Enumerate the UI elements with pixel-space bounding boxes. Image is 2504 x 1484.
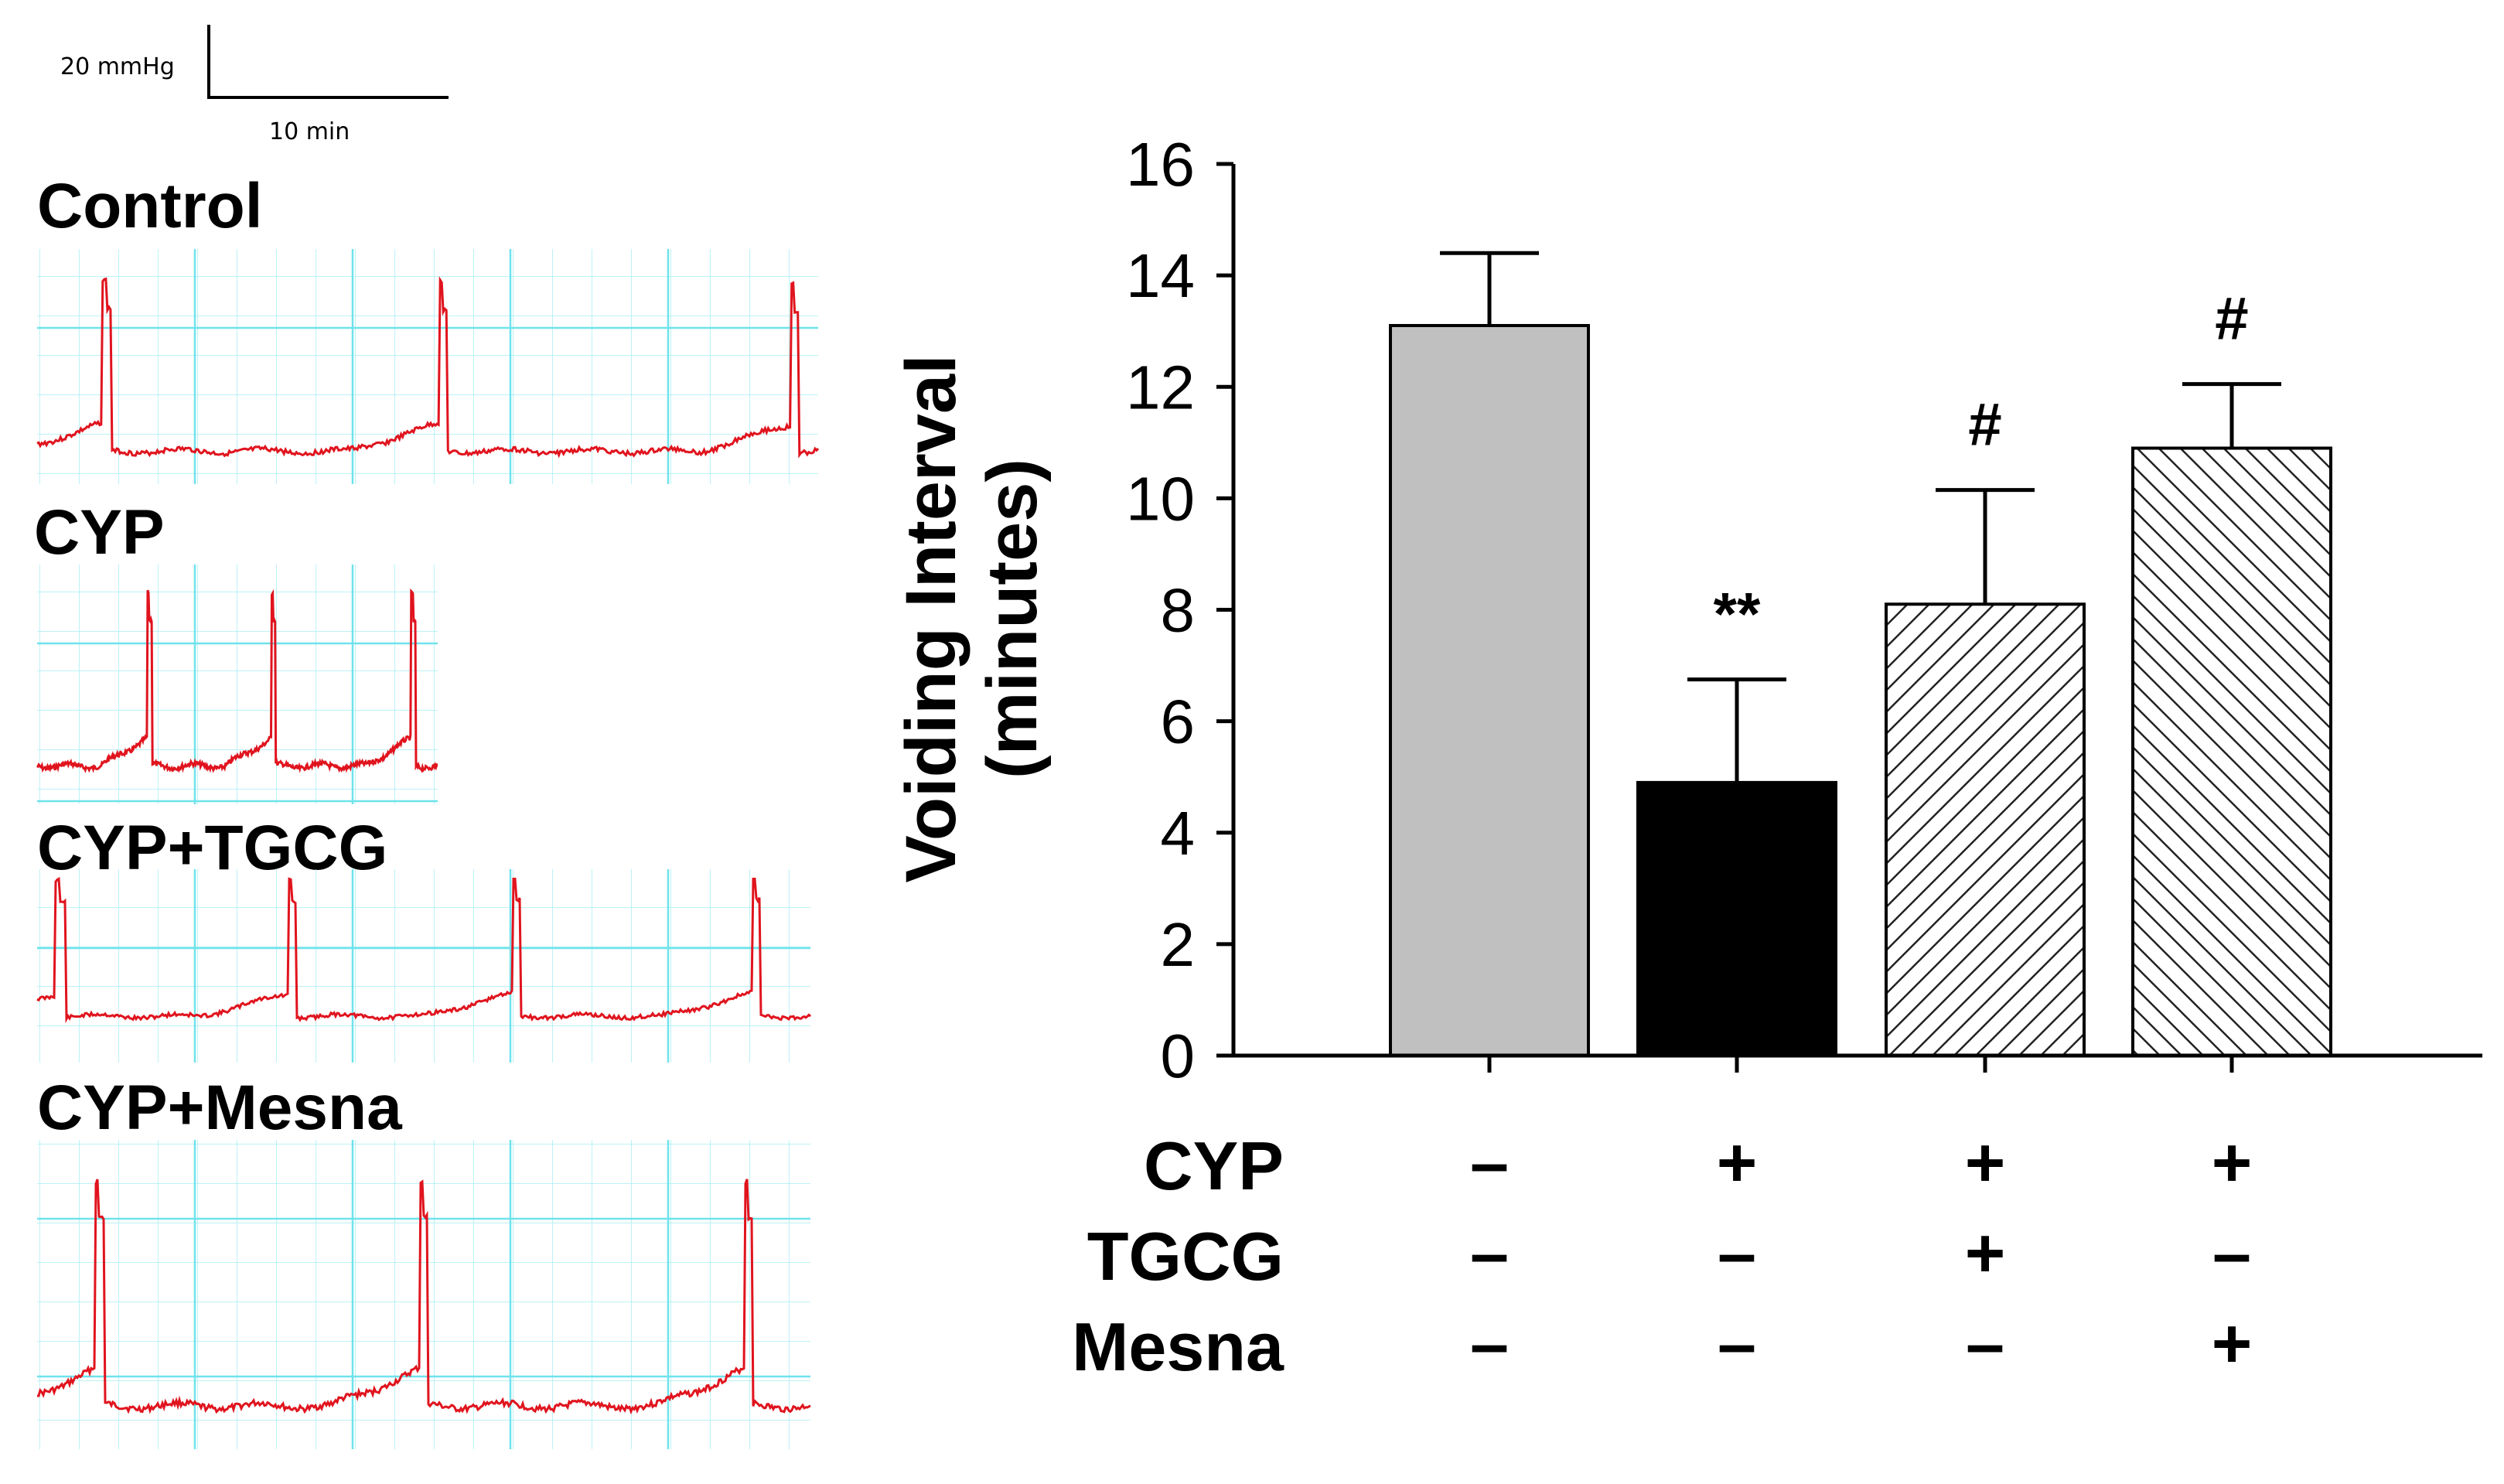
treatment-sign: +: [1965, 1124, 2006, 1202]
y-tick-label: 4: [1161, 799, 1196, 868]
bar-control: [1389, 323, 1590, 1057]
treatment-sign: –: [1470, 1124, 1509, 1202]
trace-label-cyp: CYP: [34, 497, 165, 568]
trace-label-cyp-mesna: CYP+Mesna: [37, 1073, 403, 1143]
trace-grid: [37, 1140, 810, 1449]
trace-panel-cyp-mesna: CYP+Mesna: [36, 1073, 811, 1449]
treatment-sign: –: [1718, 1305, 1756, 1383]
y-tick-label: 0: [1161, 1022, 1196, 1090]
trace-panel-control: Control: [36, 171, 820, 484]
scale-bar: 20 mmHg 10 min: [60, 25, 449, 145]
y-tick-label: 14: [1126, 241, 1195, 310]
treatment-sign: +: [1717, 1124, 1758, 1202]
y-tick-label: 6: [1161, 687, 1196, 756]
y-tick-label: 16: [1126, 130, 1195, 199]
y-axis-label-line2: (minutes): [973, 459, 1052, 779]
trace-grid: [37, 869, 810, 1063]
y-tick-label: 2: [1161, 910, 1196, 979]
trace-cyp: [36, 588, 438, 773]
treatment-sign: –: [1966, 1305, 2004, 1383]
trace-cyp-mesna: [36, 1179, 811, 1415]
treatment-sign: +: [2212, 1305, 2253, 1383]
trace-grid: [37, 249, 818, 484]
bar-cyp-tgcg: [1885, 602, 2086, 1057]
significance-marker: #: [2215, 285, 2248, 353]
scale-bar-vertical-label: 20 mmHg: [60, 53, 175, 80]
treatment-sign: +: [1965, 1215, 2006, 1292]
treatment-label-cyp: CYP: [1144, 1127, 1284, 1204]
treatment-label-tgcg: TGCG: [1087, 1218, 1284, 1295]
trace-cyp-tgcg: [36, 877, 812, 1024]
scale-bar-horizontal-label: 10 min: [269, 118, 350, 145]
y-axis-label: Voiding Interval (minutes): [892, 354, 1052, 882]
treatment-sign: –: [1470, 1305, 1509, 1383]
y-axis-label-line1: Voiding Interval: [892, 354, 971, 882]
treatment-label-mesna: Mesna: [1072, 1308, 1284, 1385]
treatment-sign: –: [1470, 1215, 1509, 1292]
bar-chart: Voiding Interval (minutes) 0 2 4 6 8 10 12 14 16…: [892, 130, 2482, 1385]
bar-cyp-mesna: [2131, 446, 2332, 1057]
y-axis: 0 2 4 6 8 10 12 14 16: [1126, 130, 1233, 1090]
significance-marker: #: [1968, 391, 2001, 459]
significance-marker: **: [1714, 580, 1761, 648]
trace-panel-cyp-tgcg: CYP+TGCG: [36, 813, 812, 1063]
treatment-sign: +: [2212, 1124, 2253, 1202]
trace-major-grid: [37, 869, 810, 1063]
y-tick-label: 12: [1126, 353, 1195, 421]
treatment-sign: –: [2212, 1215, 2251, 1292]
y-tick-label: 10: [1126, 464, 1195, 533]
bar-cyp: [1636, 780, 1837, 1057]
treatment-sign: –: [1718, 1215, 1756, 1292]
treatment-table: CYP – + + + TGCG – – + – Mesna – – – +: [1072, 1124, 2252, 1385]
bars: ** # #: [1389, 251, 2332, 1073]
trace-control: [36, 275, 820, 459]
trace-major-grid: [37, 249, 818, 484]
trace-panel-cyp: CYP: [34, 497, 438, 804]
trace-grid: [37, 565, 438, 804]
y-tick-label: 8: [1161, 576, 1196, 645]
trace-label-control: Control: [37, 171, 262, 241]
